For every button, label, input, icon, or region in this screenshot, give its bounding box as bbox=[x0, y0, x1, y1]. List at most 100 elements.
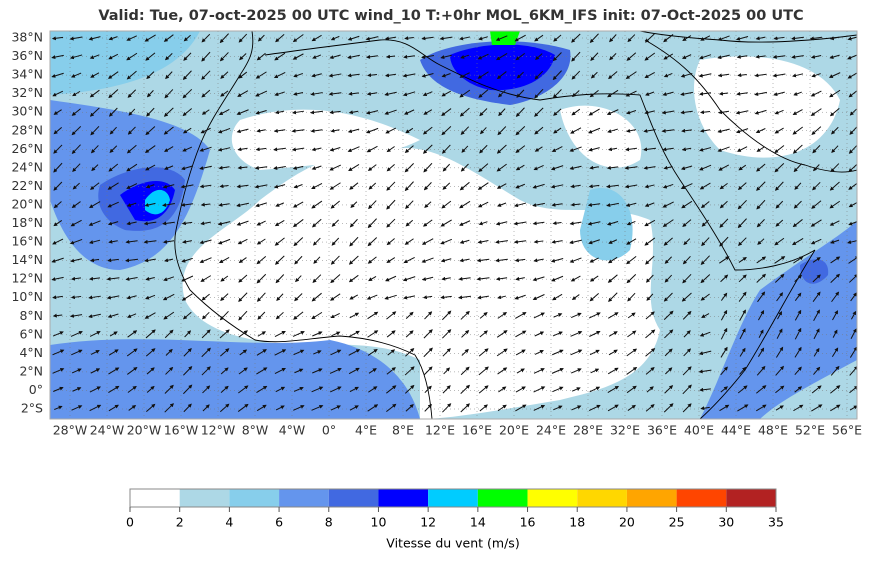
wind-arrow bbox=[349, 236, 359, 247]
wind-arrow bbox=[606, 184, 619, 189]
wind-arrow bbox=[182, 70, 192, 80]
wind-arrow bbox=[625, 147, 638, 152]
wind-arrow bbox=[146, 90, 154, 98]
wind-arrow bbox=[274, 237, 285, 246]
wind-arrow bbox=[479, 312, 488, 319]
lon-label: 52°E bbox=[795, 423, 825, 438]
wind-arrow bbox=[515, 386, 526, 393]
wind-arrow bbox=[849, 365, 857, 376]
wind-arrow bbox=[514, 34, 526, 42]
colorbar-swatch bbox=[179, 489, 230, 507]
wind-arrow bbox=[793, 256, 804, 264]
lon-label: 8°W bbox=[242, 423, 269, 438]
wind-arrow bbox=[497, 367, 508, 375]
wind-arrow bbox=[644, 52, 656, 61]
wind-arrow bbox=[127, 366, 138, 375]
wind-arrow bbox=[348, 91, 359, 96]
wind-arrow bbox=[220, 367, 229, 375]
lon-label: 4°W bbox=[279, 423, 306, 438]
wind-arrow bbox=[719, 404, 730, 412]
wind-arrow bbox=[756, 219, 765, 228]
wind-arrow bbox=[738, 164, 747, 171]
wind-arrow bbox=[71, 126, 82, 136]
wind-arrow bbox=[329, 367, 342, 374]
wind-arrow bbox=[329, 54, 341, 60]
wind-arrow bbox=[90, 350, 100, 355]
wind-arrow bbox=[70, 330, 83, 337]
wind-arrow bbox=[461, 145, 469, 153]
wind-arrow bbox=[218, 108, 230, 116]
wind-arrow bbox=[551, 275, 564, 282]
wind-arrow bbox=[794, 366, 802, 376]
wind-arrow bbox=[274, 110, 285, 115]
lon-label: 20°W bbox=[127, 423, 162, 438]
colorbar-level: 14 bbox=[470, 515, 486, 530]
wind-arrow bbox=[571, 51, 581, 62]
wind-arrow bbox=[256, 220, 266, 226]
wind-arrow bbox=[700, 201, 710, 209]
wind-arrow bbox=[570, 127, 582, 134]
wind-arrow bbox=[477, 295, 489, 300]
wind-arrow bbox=[53, 109, 62, 115]
wind-arrow bbox=[606, 220, 619, 226]
wind-arrow bbox=[405, 127, 414, 134]
wind-arrow bbox=[534, 146, 543, 152]
wind-arrow bbox=[182, 108, 193, 117]
wind-arrow bbox=[236, 109, 249, 115]
wind-arrow bbox=[533, 386, 546, 393]
wind-arrow bbox=[127, 385, 137, 393]
coastline bbox=[644, 39, 857, 173]
colorbar-level: 2 bbox=[176, 515, 184, 530]
wind-arrow bbox=[126, 35, 137, 41]
wind-arrow bbox=[682, 384, 692, 395]
wind-arrow bbox=[681, 128, 692, 133]
wind-arrow bbox=[255, 71, 267, 79]
wind-arrow bbox=[71, 201, 81, 208]
wind-arrow bbox=[329, 110, 341, 115]
lat-label: 8°N bbox=[19, 308, 43, 323]
wind-arrow bbox=[496, 183, 507, 189]
wind-arrow bbox=[292, 219, 304, 228]
colorbar-swatch bbox=[130, 489, 180, 507]
wind-arrow bbox=[681, 292, 692, 302]
wind-arrow bbox=[847, 54, 857, 60]
wind-arrow bbox=[847, 240, 857, 245]
wind-arrow bbox=[424, 311, 433, 320]
wind-arrow bbox=[830, 365, 840, 376]
wind-arrow bbox=[479, 330, 488, 338]
wind-arrow bbox=[495, 276, 508, 281]
wind-arrow bbox=[127, 89, 137, 98]
wind-arrow bbox=[239, 53, 247, 61]
wind-arrow bbox=[552, 386, 564, 393]
wind-arrow bbox=[571, 108, 581, 116]
wind-arrow bbox=[497, 126, 507, 136]
wind-arrow bbox=[700, 110, 711, 115]
wind-arrow bbox=[347, 54, 360, 60]
colorbar-level: 8 bbox=[325, 515, 333, 530]
wind-arrow bbox=[312, 237, 321, 246]
wind-arrow bbox=[680, 183, 693, 190]
wind-arrow bbox=[256, 292, 266, 302]
wind-arrow bbox=[588, 184, 600, 189]
wind-arrow bbox=[330, 128, 340, 133]
wind-arrow bbox=[756, 385, 767, 394]
wind-arrow bbox=[237, 165, 248, 170]
lat-label: 38°N bbox=[11, 30, 43, 45]
wind-arrow bbox=[626, 274, 637, 284]
wind-arrow bbox=[587, 202, 601, 207]
wind-arrow bbox=[717, 146, 730, 152]
wind-arrow bbox=[90, 182, 100, 190]
wind-arrow bbox=[772, 54, 786, 59]
wind-arrow bbox=[812, 291, 821, 302]
wind-arrow bbox=[386, 403, 397, 413]
wind-arrow bbox=[89, 54, 100, 59]
wind-arrow bbox=[829, 220, 840, 226]
wind-arrow bbox=[607, 367, 619, 375]
wind-arrow bbox=[571, 294, 580, 301]
wind-arrow bbox=[311, 200, 323, 209]
wind-arrow bbox=[368, 275, 377, 282]
wind-arrow bbox=[108, 385, 120, 393]
wind-arrow bbox=[459, 239, 470, 244]
wind-arrow bbox=[626, 255, 637, 265]
colorbar-swatch bbox=[229, 489, 280, 507]
